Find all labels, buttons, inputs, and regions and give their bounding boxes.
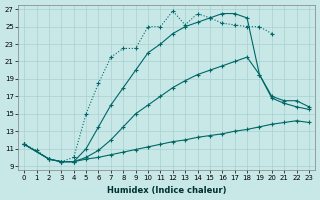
X-axis label: Humidex (Indice chaleur): Humidex (Indice chaleur) <box>107 186 226 195</box>
